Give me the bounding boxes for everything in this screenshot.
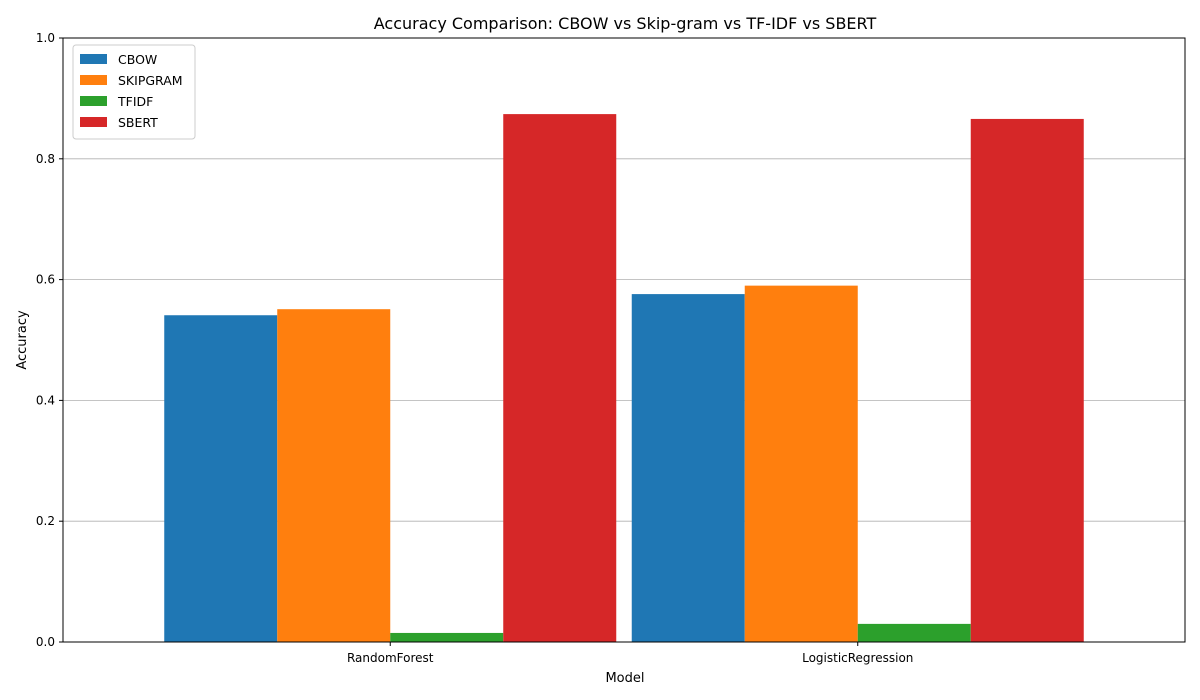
legend-swatch bbox=[80, 96, 107, 106]
bars bbox=[164, 114, 1084, 643]
legend-swatch bbox=[80, 117, 107, 127]
y-tick-label: 1.0 bbox=[36, 31, 55, 45]
legend-label-tfidf: TFIDF bbox=[117, 94, 153, 109]
axes: 0.0 0.2 0.4 0.6 0.8 1.0 RandomForest LogisticRe… bbox=[36, 31, 1186, 665]
y-tick-label: 0.8 bbox=[36, 152, 55, 166]
bar-cbow-logisticregression bbox=[631, 294, 745, 642]
legend-box bbox=[72, 44, 196, 140]
legend-label-sbert: SBERT bbox=[118, 115, 158, 130]
legend-label-skipgram: SKIPGRAM bbox=[118, 73, 183, 88]
legend-label-cbow: CBOW bbox=[118, 52, 157, 67]
y-tick-label: 0.2 bbox=[36, 514, 55, 528]
y-tick-label: 0.0 bbox=[36, 635, 55, 649]
bar-tfidf-randomforest bbox=[390, 632, 504, 642]
bar-sbert-randomforest bbox=[503, 114, 617, 642]
legend: CBOW SKIPGRAM TFIDF SBERT bbox=[72, 44, 196, 140]
legend-swatch bbox=[80, 75, 107, 85]
legend-swatch bbox=[80, 54, 107, 64]
bar-tfidf-logisticregression bbox=[857, 623, 971, 642]
x-tick-label: LogisticRegression bbox=[802, 651, 913, 665]
bar-cbow-randomforest bbox=[164, 315, 278, 642]
bar-skipgram-logisticregression bbox=[744, 285, 858, 642]
y-tick-label: 0.6 bbox=[36, 273, 55, 287]
y-axis-label: Accuracy bbox=[15, 310, 30, 370]
plot-frame bbox=[62, 37, 1186, 643]
bar-skipgram-randomforest bbox=[277, 309, 391, 642]
bar-sbert-logisticregression bbox=[970, 118, 1084, 643]
x-axis-label: Model bbox=[605, 671, 644, 686]
x-tick-label: RandomForest bbox=[347, 651, 434, 665]
chart-title: Accuracy Comparison: CBOW vs Skip-gram v… bbox=[374, 14, 877, 33]
y-tick-label: 0.4 bbox=[36, 393, 55, 407]
